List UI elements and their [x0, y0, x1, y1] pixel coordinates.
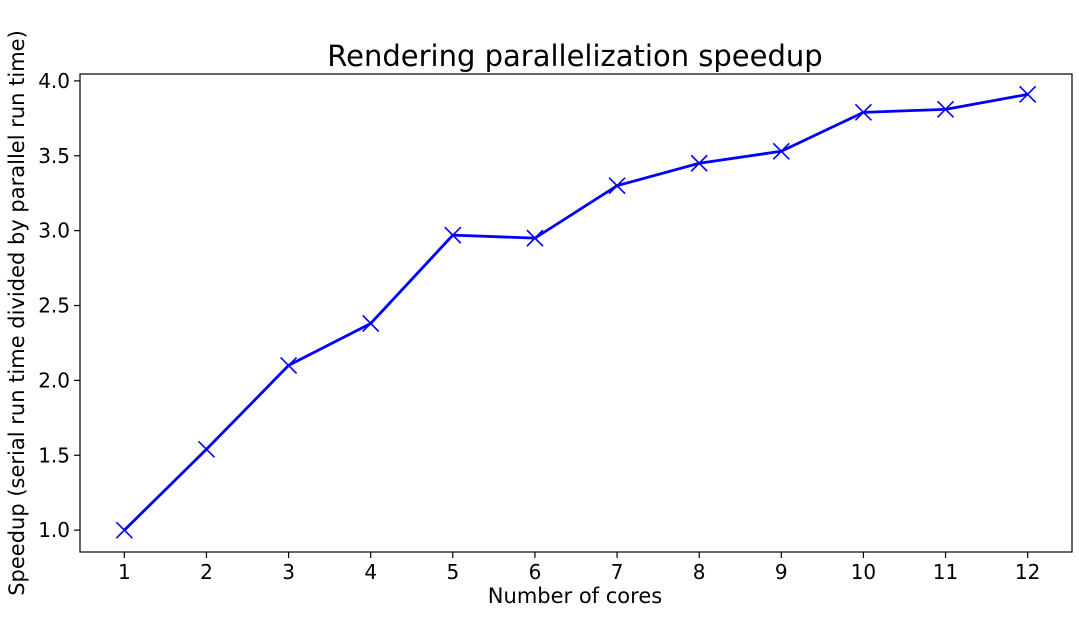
data-point-marker	[608, 177, 626, 195]
data-point-marker	[362, 314, 380, 333]
x-tick-label: 8	[693, 560, 706, 584]
y-tick-label: 1.5	[38, 443, 70, 467]
y-tick-label: 4.0	[38, 69, 70, 93]
plot-area	[79, 73, 1073, 553]
y-axis: 1.0 1.5 2.0 2.5 3.0 3.5 4.0	[38, 69, 80, 542]
x-axis-label: Number of cores	[488, 584, 662, 608]
y-tick-label: 3.0	[38, 219, 70, 243]
x-tick-label: 4	[364, 560, 377, 584]
data-point-marker	[936, 100, 955, 118]
data-point-marker	[854, 103, 872, 121]
x-tick-label: 3	[282, 560, 295, 584]
data-point-marker	[197, 440, 216, 458]
x-tick-label: 12	[1015, 560, 1040, 584]
data-point-marker	[280, 356, 298, 374]
data-point-marker	[526, 229, 544, 247]
x-tick-label: 7	[611, 560, 624, 584]
x-tick-label: 10	[851, 560, 876, 584]
data-point-marker	[772, 142, 790, 160]
data-point-marker	[1019, 85, 1037, 103]
data-point-marker	[115, 521, 133, 539]
y-axis-label: Speedup (serial run time divided by para…	[5, 30, 29, 596]
x-tick-label: 2	[200, 560, 213, 584]
x-tick-label: 9	[775, 560, 788, 584]
y-tick-label: 1.0	[38, 518, 70, 542]
series-line	[123, 92, 1028, 532]
x-tick-label: 1	[118, 560, 131, 584]
chart-title: Rendering parallelization speedup	[327, 39, 822, 73]
y-tick-label: 3.5	[38, 144, 70, 168]
data-point-marker	[690, 154, 708, 172]
x-tick-label: 5	[446, 560, 459, 584]
data-point-marker	[444, 226, 462, 244]
y-tick-label: 2.5	[38, 294, 70, 318]
y-tick-label: 2.0	[38, 368, 70, 392]
series-layer	[115, 85, 1037, 539]
x-axis: 1 2 3 4 5 6 7 8 9 10 11 12	[118, 552, 1040, 584]
x-tick-label: 11	[933, 560, 958, 584]
x-tick-label: 6	[529, 560, 542, 584]
